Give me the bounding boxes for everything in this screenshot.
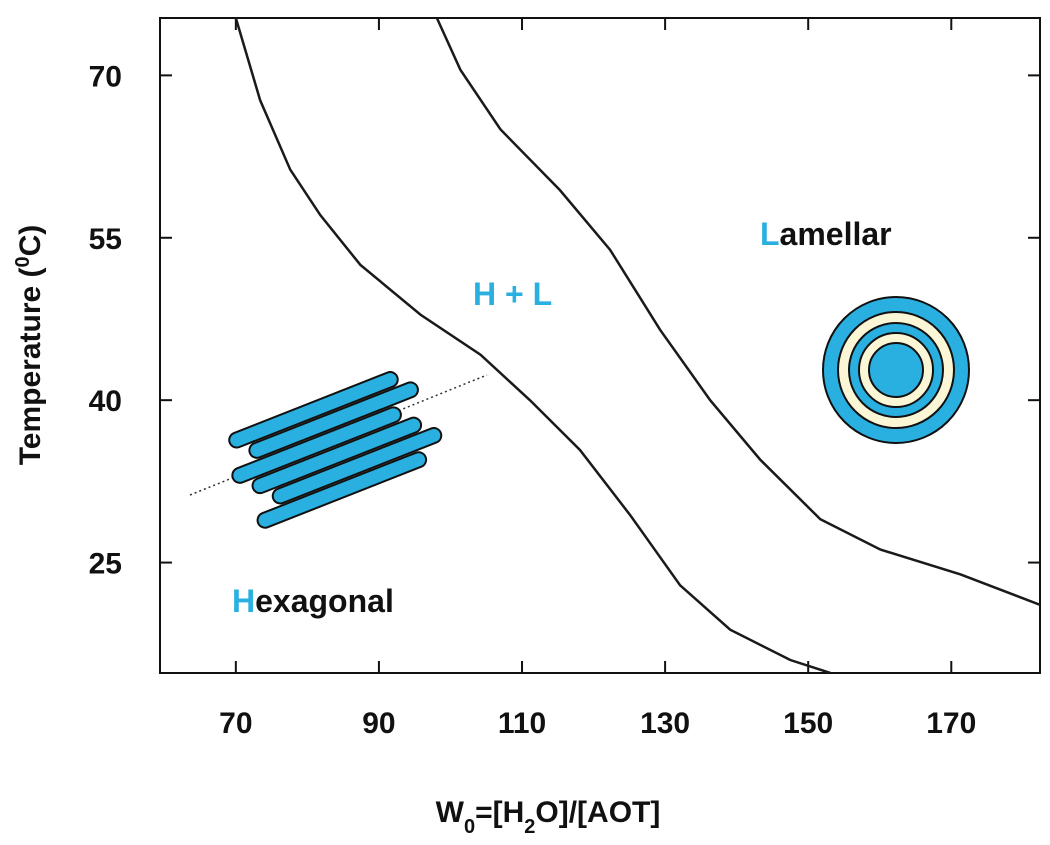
hexagonal-rods-icon	[189, 371, 488, 529]
axis-title-part: Temperature (	[14, 267, 47, 465]
y-tick-label: 70	[89, 60, 122, 93]
x-tick-label: 150	[783, 707, 833, 740]
y-tick-label: 55	[89, 223, 122, 256]
axis-title-part: O]/[AOT]	[535, 796, 660, 829]
x-tick-label: 90	[362, 707, 395, 740]
x-tick-label: 170	[926, 707, 976, 740]
phase-boundary	[234, 18, 831, 673]
axis-title-part: 2	[524, 816, 535, 838]
x-tick-label: 130	[640, 707, 690, 740]
y-axis-title: Temperature (0C)	[12, 225, 47, 466]
lamellar-icon	[822, 296, 970, 444]
axis-title-part: W	[436, 796, 465, 829]
phase-boundary	[435, 18, 1040, 606]
y-tick-label: 40	[89, 385, 122, 418]
axis-title-part: =[H	[475, 796, 524, 829]
region-label: Hexagonal	[232, 583, 394, 619]
y-tick-label: 25	[89, 548, 122, 581]
region-label: H + L	[473, 276, 552, 312]
plot-frame	[159, 17, 1041, 674]
x-axis-title: W0=[H2O]/[AOT]	[436, 796, 661, 838]
axis-title-part: 0	[464, 816, 475, 838]
region-label: Lamellar	[760, 216, 892, 252]
axis-title-part: 0	[12, 256, 34, 267]
axis-title-part: C)	[14, 225, 47, 257]
x-tick-label: 70	[219, 707, 252, 740]
x-tick-label: 110	[498, 707, 546, 740]
